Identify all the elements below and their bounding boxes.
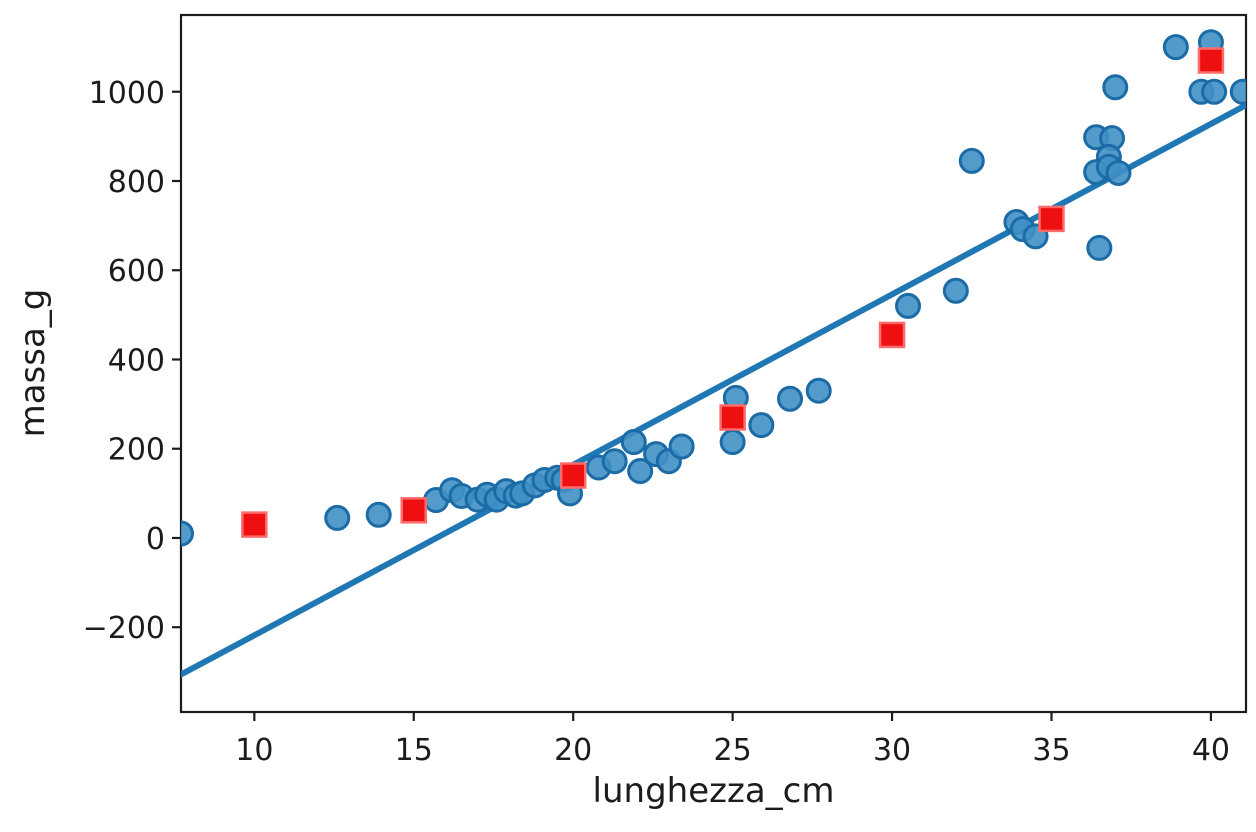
x-tick-label: 15 (395, 733, 433, 768)
y-tick-label: 0 (146, 522, 165, 557)
plot-border (179, 13, 1248, 714)
test-point (1038, 205, 1065, 233)
x-tick-label: 10 (235, 733, 273, 768)
data-point (365, 501, 392, 528)
data-point (324, 504, 351, 531)
data-point (620, 429, 647, 456)
y-tick-label: −200 (83, 611, 165, 646)
x-axis-label: lunghezza_cm (592, 771, 835, 811)
data-point (1201, 78, 1228, 105)
data-point (777, 385, 804, 412)
data-point (1086, 234, 1113, 261)
test-point (400, 497, 428, 524)
data-point (668, 433, 695, 460)
data-point (719, 429, 746, 456)
data-point (748, 412, 775, 439)
test-point (241, 511, 268, 538)
x-tick-label: 25 (714, 733, 752, 768)
data-point (942, 277, 969, 304)
test-point (559, 462, 587, 489)
data-point (627, 458, 654, 485)
y-tick-label: 1000 (89, 76, 165, 111)
data-point (805, 377, 832, 404)
y-tick-label: 600 (108, 254, 165, 289)
x-tick-label: 30 (873, 733, 911, 768)
y-tick-label: 200 (108, 433, 165, 468)
test-point (719, 404, 746, 431)
regression-line (181, 102, 1246, 678)
data-point (958, 147, 985, 174)
y-tick-label: 400 (108, 343, 165, 378)
y-tick-label: 800 (108, 165, 165, 200)
x-tick-label: 35 (1032, 733, 1070, 768)
x-tick-label: 20 (554, 733, 592, 768)
data-point (181, 520, 194, 547)
data-point (1102, 74, 1129, 101)
data-point (895, 292, 922, 319)
data-point (1229, 78, 1246, 105)
data-point (1105, 159, 1132, 186)
x-tick-label: 40 (1192, 733, 1230, 768)
test-point (1197, 47, 1225, 74)
data-point (601, 448, 628, 475)
test-point (878, 321, 906, 349)
data-point (1162, 34, 1189, 61)
y-axis-label: massa_g (13, 288, 53, 438)
